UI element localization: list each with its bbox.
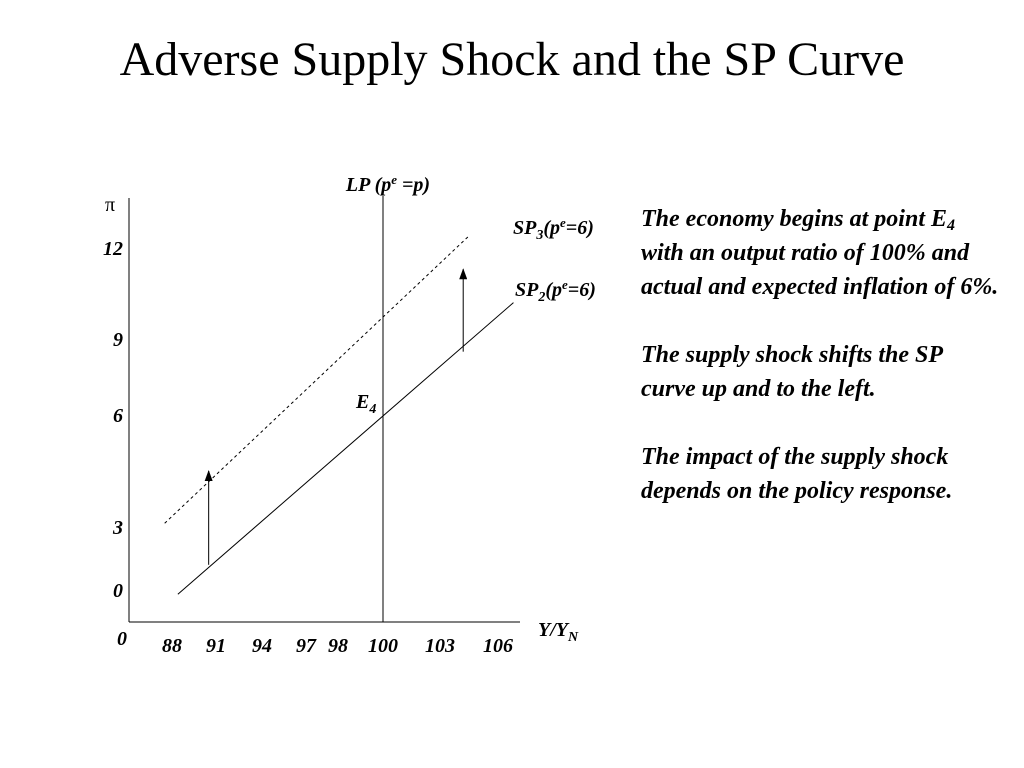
text-run: SP	[515, 279, 539, 301]
explanation-text: The economy begins at point E4 with an o…	[641, 202, 1001, 542]
text-run: E	[355, 391, 369, 413]
text-run: (p	[545, 279, 562, 301]
text-run: The supply shock shifts the SP curve up …	[641, 342, 943, 402]
x-tick-label: 88	[162, 635, 182, 657]
text-run: The economy begins at point E	[641, 206, 947, 232]
text-run: =6)	[566, 217, 594, 239]
text-run: with an output ratio of 100% and actual …	[641, 240, 999, 300]
text-run: =6)	[568, 279, 596, 301]
sp2-label: SP2(pe=6)	[515, 277, 596, 305]
sp3-label: SP3(pe=6)	[513, 215, 594, 243]
y-tick-label: 0	[113, 580, 123, 602]
superscript: e	[562, 277, 568, 292]
superscript: e	[391, 172, 397, 187]
subscript: 2	[537, 290, 545, 305]
x-tick-label: 100	[368, 635, 398, 657]
x-axis-label: Y/YN	[538, 619, 579, 645]
text-run: Y/Y	[538, 619, 570, 641]
explanation-paragraph-2: The supply shock shifts the SP curve up …	[641, 338, 1001, 406]
x-tick-label: 103	[425, 635, 455, 657]
x-origin-label: 0	[117, 628, 127, 650]
series-line-2	[164, 235, 470, 524]
x-tick-label: 106	[483, 635, 513, 657]
e4-label: E4	[355, 391, 376, 417]
lp-label: LP (pe =p)	[345, 172, 430, 196]
subscript: 4	[947, 217, 955, 234]
x-tick-label: 94	[252, 635, 272, 657]
text-run: (p	[543, 217, 560, 239]
text-run: LP (p	[345, 174, 391, 196]
y-axis-label: π	[105, 194, 115, 216]
superscript: e	[560, 215, 566, 230]
y-tick-label: 3	[112, 517, 123, 539]
x-tick-label: 98	[328, 635, 348, 657]
text-run: SP	[513, 217, 537, 239]
x-tick-label: 97	[296, 635, 317, 657]
y-tick-label: 12	[103, 238, 123, 260]
explanation-paragraph-1: The economy begins at point E4 with an o…	[641, 202, 1001, 304]
explanation-paragraph-3: The impact of the supply shock depends o…	[641, 440, 1001, 508]
x-tick-label: 91	[206, 635, 226, 657]
series-line-1	[177, 302, 514, 595]
slide-title: Adverse Supply Shock and the SP Curve	[119, 33, 905, 86]
subscript: 3	[535, 228, 543, 243]
subscript: N	[567, 630, 579, 645]
y-tick-label: 6	[113, 405, 123, 427]
text-run: =p)	[397, 174, 430, 196]
text-run: The impact of the supply shock depends o…	[641, 444, 953, 504]
subscript: 4	[368, 402, 376, 417]
y-tick-label: 9	[113, 329, 123, 351]
